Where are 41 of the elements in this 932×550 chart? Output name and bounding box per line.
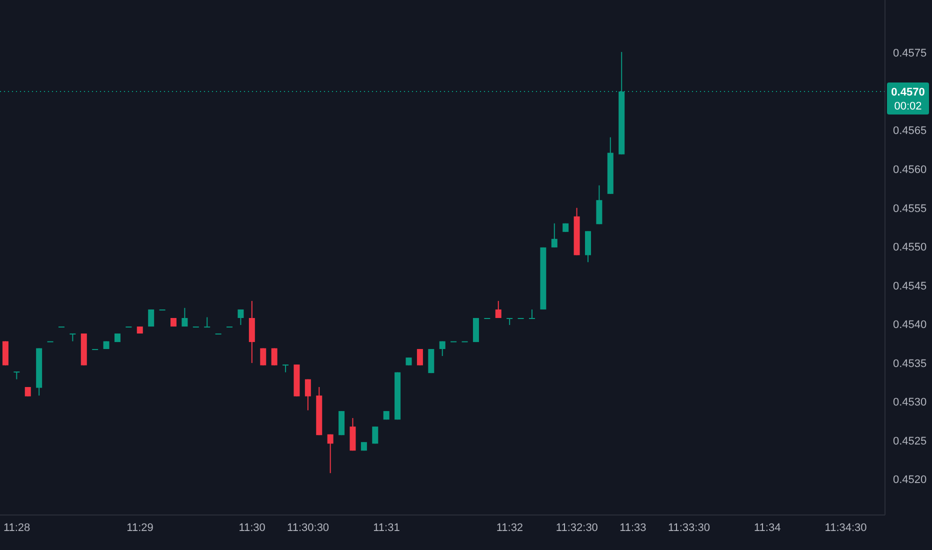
x-tick-label: 11:31 xyxy=(373,522,400,534)
y-tick-label: 0.4565 xyxy=(893,125,927,138)
candlestick xyxy=(24,386,31,397)
candlestick xyxy=(238,308,244,326)
y-tick-label: 0.4535 xyxy=(893,358,927,370)
ref-line-label: 0.4570 xyxy=(891,86,925,99)
candlestick xyxy=(70,333,76,342)
x-tick-label: 11:32 xyxy=(496,522,524,534)
y-tick-label: 0.4560 xyxy=(893,164,927,176)
x-tick-label: 11:34 xyxy=(754,522,781,534)
x-tick-label: 11:34:30 xyxy=(824,522,867,534)
candlestick xyxy=(14,371,20,380)
candlestick xyxy=(260,348,266,366)
candlestick xyxy=(327,434,334,474)
y-tick-label: 0.4525 xyxy=(893,435,927,448)
candlestick xyxy=(495,300,502,318)
candlestick xyxy=(182,307,188,328)
candlestick xyxy=(372,426,378,444)
x-tick-label: 11:28 xyxy=(3,522,30,534)
y-tick-label: 0.4520 xyxy=(893,474,927,486)
candlestick xyxy=(416,348,423,366)
candlestick xyxy=(204,316,210,328)
x-tick-label: 11:32:30 xyxy=(556,522,598,534)
x-tick-label: 11:33:30 xyxy=(668,522,710,534)
x-tick-label: 11:30 xyxy=(238,522,266,534)
y-tick-label: 0.4540 xyxy=(893,319,927,332)
candlestick xyxy=(528,308,535,319)
y-tick-label: 0.4555 xyxy=(893,202,927,215)
x-tick-label: 11:29 xyxy=(126,522,154,534)
x-tick-label: 11:33 xyxy=(620,522,646,534)
text: 00:02 xyxy=(894,100,922,113)
y-tick-label: 0.4550 xyxy=(893,242,927,254)
candlestick xyxy=(439,340,446,356)
y-tick-label: 0.4545 xyxy=(893,280,927,292)
y-tick-label: 0.4575 xyxy=(893,48,927,60)
y-tick-label: 0.4530 xyxy=(893,396,927,409)
x-tick-label: 11:30:30 xyxy=(287,522,330,534)
candlestick xyxy=(304,378,311,411)
candlestick xyxy=(271,348,278,366)
candlestick xyxy=(551,222,558,248)
candlestick xyxy=(282,364,289,373)
